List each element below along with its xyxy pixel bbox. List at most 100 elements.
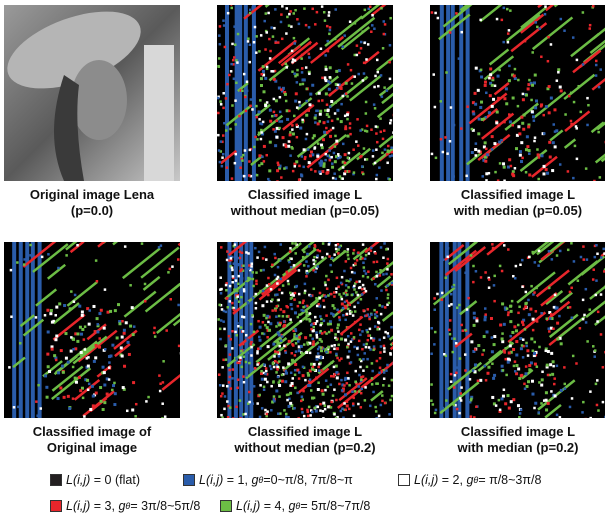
noise-pixel [335, 338, 338, 341]
noise-pixel [318, 363, 321, 366]
noise-pixel [335, 399, 338, 402]
edge-pixel [490, 317, 493, 320]
noise-pixel [434, 412, 437, 415]
noise-pixel [242, 154, 245, 157]
noise-pixel [484, 365, 487, 368]
edge-pixel [520, 347, 523, 350]
edge-pixel [560, 89, 563, 92]
edge-pixel [109, 310, 112, 313]
edge-pixel [473, 316, 476, 319]
noise-pixel [484, 271, 487, 274]
noise-pixel [320, 47, 323, 50]
noise-pixel [223, 24, 226, 27]
noise-pixel [499, 409, 502, 412]
noise-pixel [481, 175, 484, 178]
noise-pixel [161, 417, 164, 418]
noise-pixel [248, 174, 251, 177]
noise-pixel [353, 415, 356, 418]
noise-pixel [308, 312, 311, 315]
noise-pixel [449, 319, 452, 322]
noise-pixel [385, 289, 388, 292]
edge-pixel [322, 138, 325, 141]
noise-pixel [352, 314, 355, 317]
noise-pixel [374, 406, 377, 409]
noise-pixel [343, 402, 346, 405]
panel: Classified image Lwithout median (p=0.05… [205, 5, 405, 219]
edge-pixel [68, 407, 71, 410]
noise-pixel [237, 35, 240, 38]
noise-pixel [370, 30, 373, 33]
noise-pixel [515, 265, 518, 268]
noise-pixel [262, 257, 265, 260]
noise-pixel [241, 366, 244, 369]
noise-pixel [231, 347, 234, 350]
noise-pixel [368, 318, 371, 321]
noise-pixel [346, 251, 349, 254]
edge-pixel [474, 363, 477, 366]
edge-pixel [477, 89, 480, 92]
noise-pixel [338, 383, 341, 386]
noise-pixel [365, 343, 368, 346]
edge-pixel [322, 165, 325, 168]
noise-pixel [391, 282, 393, 285]
noise-pixel [585, 288, 588, 291]
noise-pixel [559, 250, 562, 253]
noise-pixel [280, 13, 283, 16]
noise-pixel [360, 406, 363, 409]
noise-pixel [525, 302, 528, 305]
noise-pixel [248, 160, 251, 163]
edge-pixel [46, 353, 49, 356]
noise-pixel [241, 277, 244, 280]
noise-pixel [509, 341, 512, 344]
noise-pixel [259, 290, 262, 293]
noise-pixel [233, 25, 236, 28]
noise-pixel [332, 313, 335, 316]
noise-pixel [267, 294, 270, 297]
noise-pixel [379, 367, 382, 370]
noise-pixel [334, 145, 337, 148]
noise-pixel [276, 278, 279, 281]
noise-pixel [333, 344, 336, 347]
edge-pixel [309, 93, 312, 96]
edge-pixel [510, 400, 513, 403]
noise-pixel [278, 345, 281, 348]
edge-pixel [329, 135, 332, 138]
noise-pixel [374, 162, 377, 165]
noise-pixel [383, 345, 386, 348]
noise-pixel [370, 250, 373, 253]
edge-pixel [275, 99, 278, 102]
edge-pixel [319, 113, 322, 116]
noise-pixel [331, 257, 334, 260]
noise-pixel [390, 273, 393, 276]
noise-pixel [355, 140, 358, 143]
noise-pixel [464, 369, 467, 372]
edge-pixel [559, 86, 562, 89]
noise-pixel [497, 179, 500, 181]
noise-pixel [324, 281, 327, 284]
noise-pixel [386, 268, 389, 271]
panel-image [430, 5, 605, 181]
edge-pixel [131, 306, 134, 309]
noise-pixel [271, 264, 274, 267]
noise-pixel [380, 131, 383, 134]
noise-pixel [373, 27, 376, 30]
noise-pixel [458, 57, 461, 60]
noise-pixel [432, 403, 435, 406]
noise-pixel [299, 83, 302, 86]
noise-pixel [374, 325, 377, 328]
noise-pixel [337, 84, 340, 87]
noise-pixel [357, 144, 360, 147]
noise-pixel [308, 73, 311, 76]
noise-pixel [383, 371, 386, 374]
edge-pixel [100, 309, 103, 312]
noise-pixel [383, 336, 386, 339]
legend-g: g [466, 473, 473, 487]
noise-pixel [346, 400, 349, 403]
noise-pixel [383, 347, 386, 350]
noise-pixel [553, 383, 556, 386]
edge-pixel [295, 92, 298, 95]
noise-pixel [263, 388, 266, 391]
noise-pixel [104, 348, 107, 351]
noise-pixel [543, 132, 546, 135]
noise-pixel [525, 365, 528, 368]
